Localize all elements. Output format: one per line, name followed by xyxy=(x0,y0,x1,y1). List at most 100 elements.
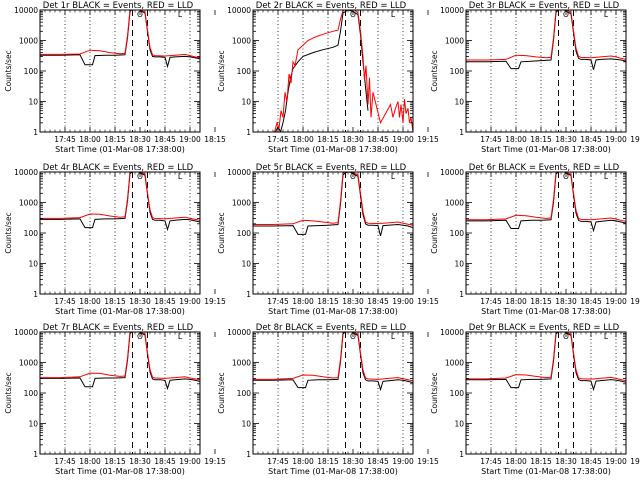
x-tick-label: 18:15 xyxy=(317,297,339,306)
x-tick-label: 17:45 xyxy=(267,457,289,466)
series-group xyxy=(466,172,626,233)
y-tick-label: 10000 xyxy=(14,328,38,337)
y-tick-label: 100 xyxy=(237,389,252,398)
chart-title: Det 3r BLACK = Events, RED = LLD xyxy=(469,1,620,11)
series-line-events xyxy=(466,332,626,392)
x-axis-label: Start Time (01-Mar-08 17:38:00) xyxy=(481,467,611,476)
y-tick-label: 10 xyxy=(241,420,251,429)
y-tick-label: 10 xyxy=(28,98,38,107)
series-line-events xyxy=(253,332,413,392)
series-line-events xyxy=(40,172,200,232)
x-tick-label: 18:30 xyxy=(555,457,577,466)
chart-panel-4: Det 4r BLACK = Events, RED = LLD Counts/s… xyxy=(4,163,226,316)
y-tick-label: 10 xyxy=(454,98,464,107)
event-marker-label: L xyxy=(391,10,396,19)
x-tick-label: 18:30 xyxy=(342,297,364,306)
x-tick-label: 17:45 xyxy=(54,135,76,144)
y-tick-label: 1 xyxy=(33,450,38,459)
x-axis-label: Start Time (01-Mar-08 17:38:00) xyxy=(481,307,611,316)
event-marker-label: O xyxy=(563,172,569,181)
x-tick-label: 17:45 xyxy=(54,457,76,466)
y-axis-label: Counts/sec xyxy=(217,372,226,413)
series-line-events xyxy=(40,332,200,391)
y-axis-label: Counts/sec xyxy=(430,50,439,91)
series-group xyxy=(40,172,200,232)
y-tick-label: 10000 xyxy=(227,328,251,337)
plot-frame xyxy=(39,331,201,455)
y-tick-label: 1 xyxy=(246,450,251,459)
y-tick-label: 1000 xyxy=(445,359,464,368)
series-group xyxy=(466,332,626,392)
chart-panel-1: Det 1r BLACK = Events, RED = LLD Counts/s… xyxy=(4,1,226,154)
x-tick-label: 18:30 xyxy=(129,457,151,466)
plot-frame xyxy=(252,331,414,455)
event-marker-label: L xyxy=(604,172,609,181)
x-tick-label: 18:15 xyxy=(530,297,552,306)
x-tick-label: 18:45 xyxy=(580,297,602,306)
x-tick-label: 18:15 xyxy=(104,135,126,144)
x-tick-label: 19:00 xyxy=(392,457,414,466)
y-tick-label: 10000 xyxy=(14,6,38,15)
y-tick-label: 1000 xyxy=(445,37,464,46)
event-marker-label: L xyxy=(604,10,609,19)
x-tick-label: 18:15 xyxy=(317,135,339,144)
y-axis-label: Counts/sec xyxy=(4,372,13,413)
chart-panel-9: Det 9r BLACK = Events, RED = LLD Counts/s… xyxy=(430,323,640,476)
series-line-lld xyxy=(253,332,413,382)
x-tick-label: 19:15 xyxy=(417,457,439,466)
x-tick-label: 18:00 xyxy=(79,457,101,466)
y-tick-label: 100 xyxy=(450,229,465,238)
y-tick-label: 1000 xyxy=(232,37,251,46)
chart-title: Det 6r BLACK = Events, RED = LLD xyxy=(469,163,620,173)
y-tick-label: 1 xyxy=(33,128,38,137)
series-group xyxy=(40,10,200,69)
plot-frame xyxy=(465,171,627,295)
y-axis-label: Counts/sec xyxy=(217,212,226,253)
event-marker-label: L xyxy=(391,332,396,341)
x-tick-label: 18:45 xyxy=(154,457,176,466)
x-tick-label: 18:15 xyxy=(530,135,552,144)
x-tick-label: 18:15 xyxy=(317,457,339,466)
x-axis-label: Start Time (01-Mar-08 17:38:00) xyxy=(268,467,398,476)
plot-frame xyxy=(39,9,201,133)
x-axis-label: Start Time (01-Mar-08 17:38:00) xyxy=(55,145,185,154)
y-tick-label: 10 xyxy=(241,98,251,107)
chart-title: Det 1r BLACK = Events, RED = LLD xyxy=(43,1,194,11)
x-tick-label: 18:45 xyxy=(154,135,176,144)
x-axis-label: Start Time (01-Mar-08 17:38:00) xyxy=(481,145,611,154)
y-axis-label: Counts/sec xyxy=(430,212,439,253)
event-marker-label: L xyxy=(391,172,396,181)
chart-title: Det 9r BLACK = Events, RED = LLD xyxy=(469,323,620,333)
series-line-lld xyxy=(40,332,200,381)
series-line-lld xyxy=(253,172,413,226)
x-tick-label: 19:00 xyxy=(605,297,627,306)
x-tick-label: 18:45 xyxy=(154,297,176,306)
x-tick-label: 18:30 xyxy=(555,297,577,306)
plot-frame xyxy=(252,9,414,133)
x-axis-label: Start Time (01-Mar-08 17:38:00) xyxy=(55,307,185,316)
series-line-lld xyxy=(466,172,626,222)
x-tick-label: 18:45 xyxy=(580,457,602,466)
chart-panel-3: Det 3r BLACK = Events, RED = LLD Counts/s… xyxy=(430,1,640,154)
y-axis-label: Counts/sec xyxy=(4,50,13,91)
x-tick-label: 19:00 xyxy=(392,297,414,306)
y-axis-label: Counts/sec xyxy=(4,212,13,253)
y-tick-label: 10000 xyxy=(14,168,38,177)
y-tick-label: 100 xyxy=(450,389,465,398)
x-tick-label: 19:00 xyxy=(179,135,201,144)
x-tick-label: 18:00 xyxy=(292,297,314,306)
event-marker-label: O xyxy=(350,10,356,19)
x-tick-label: 18:00 xyxy=(505,297,527,306)
x-tick-label: 18:45 xyxy=(580,135,602,144)
y-tick-label: 10 xyxy=(241,260,251,269)
series-group xyxy=(274,10,413,132)
x-tick-label: 17:45 xyxy=(267,135,289,144)
x-tick-label: 19:15 xyxy=(630,457,640,466)
series-group xyxy=(466,10,626,70)
x-tick-label: 18:00 xyxy=(505,457,527,466)
y-tick-label: 1000 xyxy=(19,359,38,368)
series-line-lld xyxy=(466,332,626,382)
plot-frame xyxy=(252,171,414,295)
chart-panel-5: Det 5r BLACK = Events, RED = LLD Counts/s… xyxy=(217,163,439,316)
y-tick-label: 100 xyxy=(24,67,39,76)
